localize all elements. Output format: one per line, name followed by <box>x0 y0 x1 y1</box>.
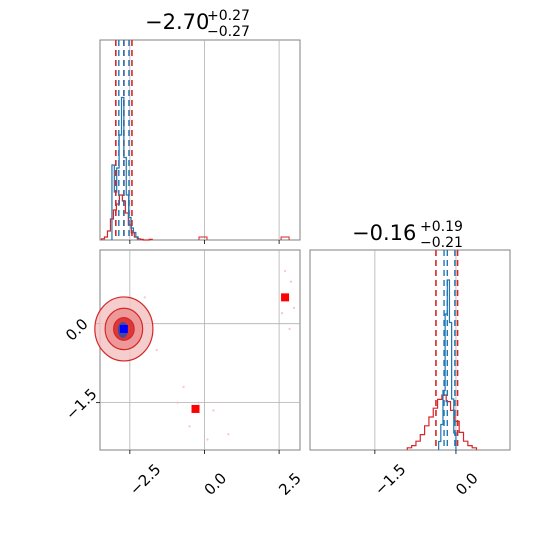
panel2-sample-point <box>188 425 191 428</box>
panel3-frame <box>309 249 511 451</box>
panel2-sample-point <box>143 296 146 299</box>
panel1-histogram-stub <box>280 236 290 240</box>
panel1-histogram-stub <box>198 236 208 240</box>
panel1-frame <box>99 39 301 241</box>
param2-title: −0.16 +0.19 −0.21 <box>352 219 463 251</box>
panel2-tick-label-y: −1.5 <box>62 385 100 423</box>
panel2-sample-point <box>288 327 291 331</box>
panel2-sample-point <box>182 385 185 388</box>
panel2-sample-point <box>227 433 230 436</box>
param2-title-upper: +0.19 <box>420 219 463 235</box>
panel2-truth-marker <box>281 293 290 302</box>
panel3-histogram <box>406 394 478 450</box>
panel2-tick-label-x: −2.5 <box>126 460 164 498</box>
panel2-sample-point <box>283 269 287 273</box>
panel3-tick-label: −1.5 <box>371 460 409 498</box>
panel2-sample-point <box>289 280 293 283</box>
param1-title-upper: +0.27 <box>207 8 250 24</box>
panel3-tick-label: 0.0 <box>452 469 482 499</box>
panel2-sample-point <box>155 348 158 352</box>
panel1-histogram <box>100 194 153 241</box>
panel2-best-fit-marker <box>119 324 128 333</box>
panel2-tick-label-x: 2.5 <box>275 469 305 499</box>
panel2-sample-point <box>197 401 200 404</box>
panel-param1-histogram <box>99 39 301 244</box>
panel2-sample-point <box>280 312 284 315</box>
panel2-truth-marker <box>191 404 200 413</box>
panel2-tick-label-x: 0.0 <box>201 469 231 499</box>
param1-title-value: −2.70 <box>145 10 209 34</box>
panel3-peak-histogram <box>438 279 457 450</box>
param1-title: −2.70 +0.27 −0.27 <box>145 8 250 40</box>
panel2-sample-point <box>292 306 296 309</box>
panel2-sample-point <box>206 438 209 441</box>
panel2-sample-point <box>176 401 179 404</box>
param2-title-value: −0.16 <box>352 221 416 245</box>
param2-title-lower: −0.21 <box>420 235 463 251</box>
param1-title-lower: −0.27 <box>207 24 250 40</box>
panel2-sample-point <box>212 409 215 412</box>
panel-param2-histogram: −1.5 0.0 <box>309 249 511 499</box>
panel2-tick-label-y: 0.0 <box>62 315 92 345</box>
panel-joint-distribution: −2.5 0.0 2.5 0.0 −1.5 <box>62 249 305 499</box>
